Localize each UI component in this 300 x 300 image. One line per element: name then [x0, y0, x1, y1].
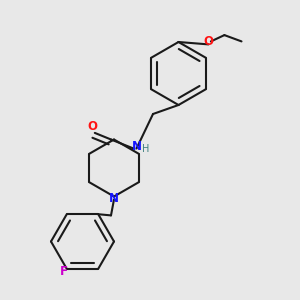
Text: H: H: [142, 143, 149, 154]
Text: F: F: [60, 265, 68, 278]
Text: O: O: [203, 35, 214, 48]
Text: N: N: [131, 140, 142, 154]
Text: N: N: [109, 191, 119, 205]
Text: O: O: [87, 120, 98, 133]
